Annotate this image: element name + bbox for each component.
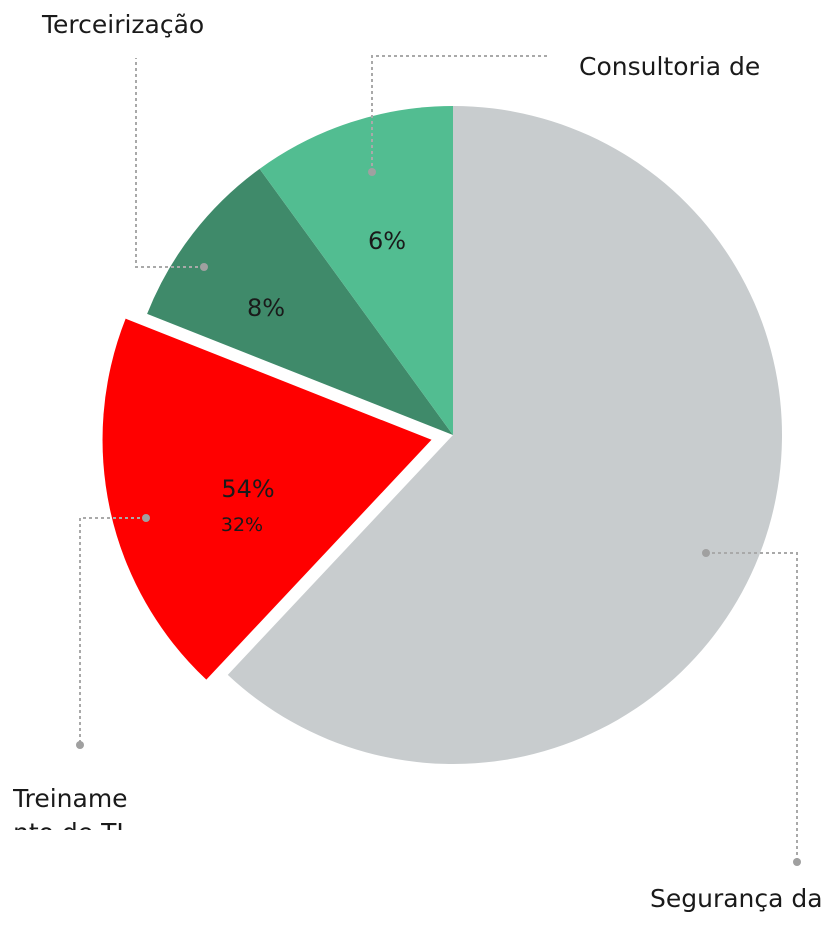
leader-dot-terceirizacao xyxy=(200,263,208,271)
pie-slice-treinamento xyxy=(102,318,432,680)
leader-end-dot-seguranca xyxy=(793,858,801,866)
leader-dot-treinamento xyxy=(142,514,150,522)
pie-slice-consultoria xyxy=(259,106,453,435)
leader-dot-seguranca xyxy=(702,549,710,557)
category-label-terceirizacao: Terceirização xyxy=(41,10,204,39)
pie-slices xyxy=(102,106,782,764)
leader-line-consultoria xyxy=(371,55,550,172)
slice-percent-consultoria: 6% xyxy=(368,227,406,255)
leader-lines xyxy=(76,55,801,866)
category-label-treinamento-box: Treiname nto de TI xyxy=(13,782,163,830)
pie-slice-seguranca xyxy=(227,106,782,764)
leader-line-terceirizacao xyxy=(135,58,204,268)
slice-percent-terceirizacao: 8% xyxy=(247,294,285,322)
category-label-seguranca: Segurança da xyxy=(650,884,821,913)
slice-percent-treinamento: 54% xyxy=(221,475,274,503)
category-label-treinamento: Treiname nto de TI xyxy=(13,784,128,830)
leader-line-treinamento xyxy=(79,517,146,745)
pie-slice-terceirizacao xyxy=(147,168,454,435)
category-label-consultoria: Consultoria de xyxy=(579,52,760,81)
leader-dot-consultoria xyxy=(368,168,376,176)
slice-sub-percent-treinamento: 32% xyxy=(221,514,263,536)
leader-line-seguranca xyxy=(706,552,798,862)
leader-end-dot-treinamento xyxy=(76,741,84,749)
